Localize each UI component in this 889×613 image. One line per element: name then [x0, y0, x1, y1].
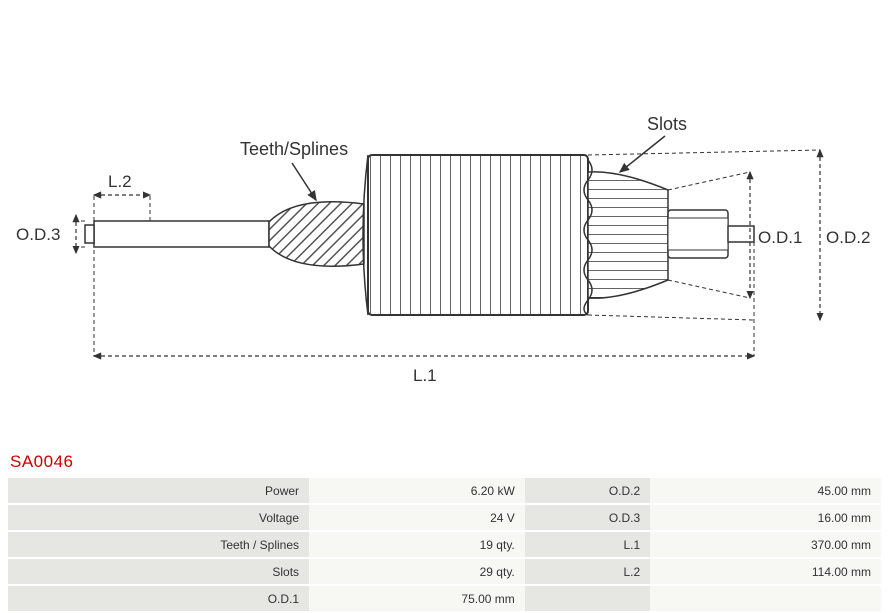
spec-value: 75.00 mm — [309, 586, 525, 611]
label-slots: Slots — [647, 114, 687, 134]
spec-label: Slots — [8, 559, 309, 584]
armature-drawing: Teeth/Splines Slots L.1 L.2 O.D.1 O.D.2 … — [0, 0, 889, 440]
spec-value: 114.00 mm — [650, 559, 881, 584]
technical-diagram: Teeth/Splines Slots L.1 L.2 O.D.1 O.D.2 … — [0, 0, 889, 440]
spec-label: Voltage — [8, 505, 309, 530]
spec-value: 29 qty. — [309, 559, 525, 584]
spec-label — [525, 586, 650, 611]
spec-label: L.2 — [525, 559, 650, 584]
spec-label: O.D.3 — [525, 505, 650, 530]
label-l1: L.1 — [413, 366, 437, 385]
spec-value: 19 qty. — [309, 532, 525, 557]
spec-table: Power 6.20 kW O.D.2 45.00 mm Voltage 24 … — [8, 476, 881, 613]
label-od1: O.D.1 — [758, 228, 802, 247]
label-od3: O.D.3 — [16, 225, 60, 244]
spec-value: 6.20 kW — [309, 478, 525, 503]
spec-value: 16.00 mm — [650, 505, 881, 530]
spec-label: O.D.2 — [525, 478, 650, 503]
od2-ext-bottom — [588, 315, 754, 320]
spec-value: 370.00 mm — [650, 532, 881, 557]
shaft-left-end — [85, 225, 94, 243]
teeth-splines-arrow — [292, 163, 316, 200]
od2-ext-top — [588, 150, 820, 155]
spec-label: L.1 — [525, 532, 650, 557]
label-teeth-splines: Teeth/Splines — [240, 139, 348, 159]
table-row: Power 6.20 kW O.D.2 45.00 mm — [8, 478, 881, 503]
label-l2: L.2 — [108, 172, 132, 191]
table-row: O.D.1 75.00 mm — [8, 586, 881, 611]
od1-ext-top — [668, 172, 750, 190]
armature-core — [368, 155, 588, 315]
table-row: Teeth / Splines 19 qty. L.1 370.00 mm — [8, 532, 881, 557]
spec-label: Power — [8, 478, 309, 503]
shaft-left — [94, 221, 269, 247]
table-row: Slots 29 qty. L.2 114.00 mm — [8, 559, 881, 584]
spec-value: 24 V — [309, 505, 525, 530]
spec-value: 45.00 mm — [650, 478, 881, 503]
spec-label: O.D.1 — [8, 586, 309, 611]
label-od2: O.D.2 — [826, 228, 870, 247]
spec-label: Teeth / Splines — [8, 532, 309, 557]
commutator — [588, 172, 668, 298]
part-number: SA0046 — [10, 452, 74, 472]
od1-ext-bot — [668, 280, 750, 298]
hub-right-inner — [668, 218, 728, 250]
spec-value — [650, 586, 881, 611]
table-row: Voltage 24 V O.D.3 16.00 mm — [8, 505, 881, 530]
teeth-splines-section — [269, 202, 364, 267]
